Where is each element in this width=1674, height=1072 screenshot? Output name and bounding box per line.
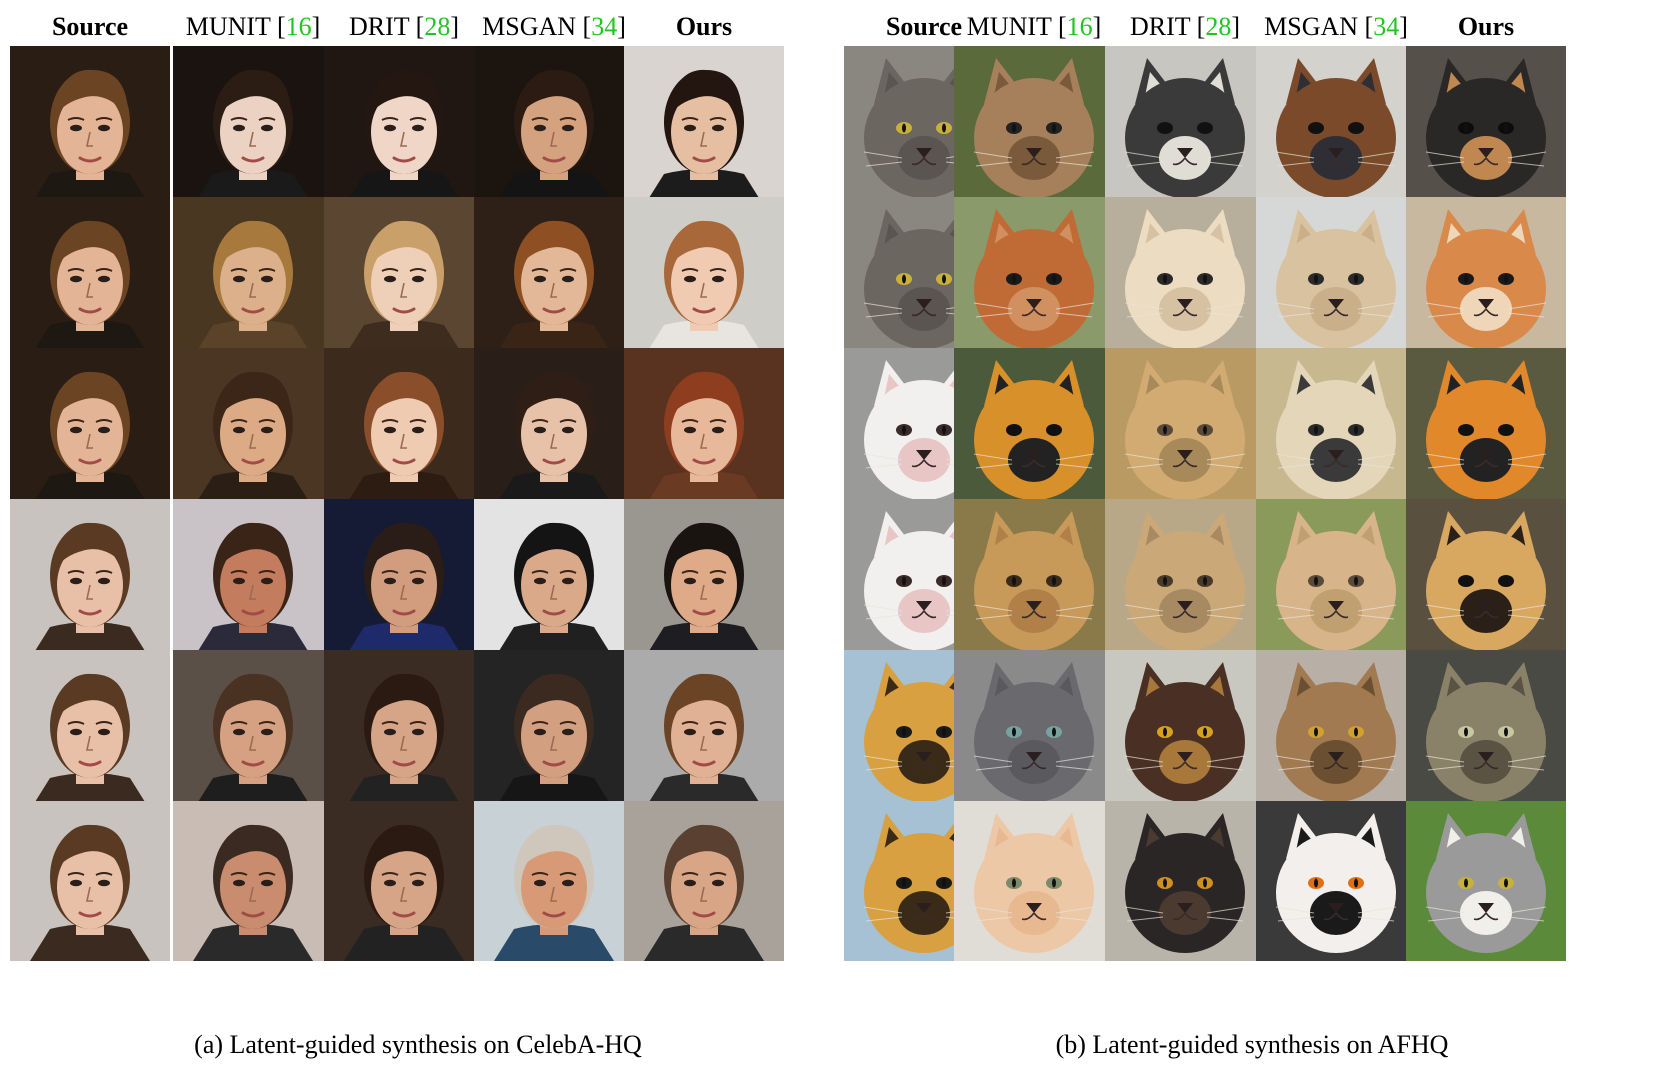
column-header-ours: Ours [1406, 12, 1566, 52]
column-header-ours: Ours [624, 12, 784, 52]
column-header-name: MUNIT [185, 12, 271, 41]
animal-image-r2-c5 [1406, 197, 1566, 357]
face-image-r2-c3 [324, 197, 484, 357]
animal-image-r3-c5 [1406, 348, 1566, 508]
animal-image-r2-c3 [1105, 197, 1265, 357]
face-image-r2-c1 [10, 197, 170, 357]
animal-image-r2-c4 [1256, 197, 1416, 357]
animal-image-r6-c3 [1105, 801, 1265, 961]
face-image-r1-c4 [474, 46, 634, 206]
animal-image-r4-c3 [1105, 499, 1265, 659]
column-header-name: DRIT [348, 12, 410, 41]
animal-image-r1-c2 [954, 46, 1114, 206]
panel-caption: (b) Latent-guided synthesis on AFHQ [1055, 1030, 1449, 1059]
citation-ref[interactable]: 16 [285, 12, 312, 41]
face-image-r4-c4 [474, 499, 634, 659]
citation-ref[interactable]: 34 [591, 12, 618, 41]
animal-image-r5-c2 [954, 650, 1114, 810]
column-header-name: MSGAN [482, 12, 577, 41]
face-image-r6-c3 [324, 801, 484, 961]
face-image-r2-c5 [624, 197, 784, 357]
column-header-name: DRIT [1129, 12, 1191, 41]
animal-image-r6-c2 [954, 801, 1114, 961]
panel-caption: (a) Latent-guided synthesis on CelebA-HQ [194, 1030, 642, 1059]
face-image-r3-c5 [624, 348, 784, 508]
column-header-name: MSGAN [1264, 12, 1359, 41]
animal-image-r3-c2 [954, 348, 1114, 508]
face-image-r6-c1 [10, 801, 170, 961]
animal-image-r3-c3 [1105, 348, 1265, 508]
face-image-r1-c1 [10, 46, 170, 206]
animal-image-r5-c4 [1256, 650, 1416, 810]
column-header-source: Source [10, 12, 170, 52]
column-header-name: Ours [1457, 12, 1515, 41]
face-image-r1-c3 [324, 46, 484, 206]
citation-ref[interactable]: 34 [1373, 12, 1400, 41]
animal-image-r1-c3 [1105, 46, 1265, 206]
column-header-msgan: MSGAN [34] [482, 12, 626, 41]
animal-image-r6-c4 [1256, 801, 1416, 961]
animal-image-r4-c5 [1406, 499, 1566, 659]
face-image-r1-c5 [624, 46, 784, 206]
animal-image-r2-c2 [954, 197, 1114, 357]
face-image-r3-c2 [173, 348, 333, 508]
column-header-munit: MUNIT [16] [966, 12, 1102, 41]
animal-image-r4-c2 [954, 499, 1114, 659]
face-image-r6-c2 [173, 801, 333, 961]
face-image-r5-c4 [474, 650, 634, 810]
face-image-r2-c4 [474, 197, 634, 357]
face-image-r6-c4 [474, 801, 634, 961]
face-image-r3-c1 [10, 348, 170, 508]
column-header-name: Ours [675, 12, 733, 41]
face-image-r5-c5 [624, 650, 784, 810]
face-image-r6-c5 [624, 801, 784, 961]
animal-image-r1-c4 [1256, 46, 1416, 206]
face-image-r5-c2 [173, 650, 333, 810]
animal-image-r5-c3 [1105, 650, 1265, 810]
face-image-r4-c2 [173, 499, 333, 659]
column-header-name: Source [885, 12, 963, 41]
face-image-r3-c4 [474, 348, 634, 508]
face-image-r1-c2 [173, 46, 333, 206]
citation-ref[interactable]: 16 [1066, 12, 1093, 41]
animal-image-r5-c5 [1406, 650, 1566, 810]
face-image-r4-c5 [624, 499, 784, 659]
animal-image-r4-c4 [1256, 499, 1416, 659]
face-image-r5-c1 [10, 650, 170, 810]
face-image-r3-c3 [324, 348, 484, 508]
column-header-munit: MUNIT [16] [185, 12, 321, 41]
citation-ref[interactable]: 28 [1205, 12, 1232, 41]
face-image-r4-c3 [324, 499, 484, 659]
face-image-r4-c1 [10, 499, 170, 659]
column-header-drit: DRIT [28] [1129, 12, 1241, 41]
animal-image-r1-c5 [1406, 46, 1566, 206]
column-header-msgan: MSGAN [34] [1264, 12, 1408, 41]
animal-image-r3-c4 [1256, 348, 1416, 508]
citation-ref[interactable]: 28 [424, 12, 451, 41]
column-header-drit: DRIT [28] [348, 12, 460, 41]
column-header-name: MUNIT [966, 12, 1052, 41]
face-image-r2-c2 [173, 197, 333, 357]
column-header-source: Source [844, 12, 1004, 52]
face-image-r5-c3 [324, 650, 484, 810]
animal-image-r6-c5 [1406, 801, 1566, 961]
column-header-name: Source [51, 12, 129, 41]
